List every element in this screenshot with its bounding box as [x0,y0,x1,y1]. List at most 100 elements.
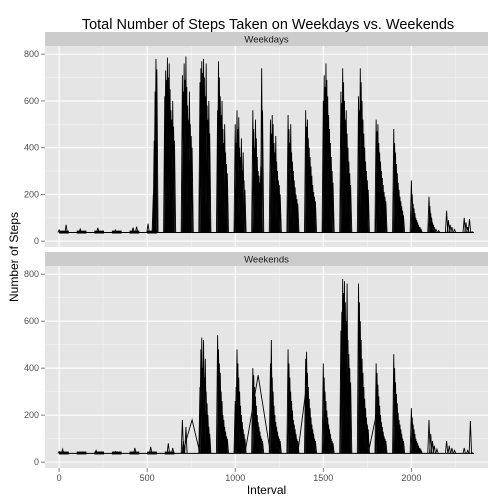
spike-2035 [415,222,420,233]
spike-1155 [260,110,265,233]
plot-area-weekdays [45,46,488,247]
spike-1650 [348,368,352,454]
spike-955 [225,173,229,233]
spike-645 [171,447,175,454]
spike-2130 [432,445,436,454]
spike-2215 [447,445,451,454]
spike-1655 [348,185,353,233]
spike-2155 [437,229,441,233]
spike-855 [208,433,212,454]
spike-1045 [241,152,245,233]
line-series-weekends [57,278,474,455]
spike-950 [224,164,229,233]
spike-2300 [462,447,466,454]
strip-weekdays-bg [45,32,488,46]
spike-2115 [429,217,434,233]
spike-650 [171,126,176,233]
y-tick-labels-weekends: 0 200 400 600 800 [24,269,45,467]
spike-1350 [295,199,299,233]
y-tick-label: 800 [24,269,39,279]
spike-2245 [452,228,457,233]
spike-1955 [401,215,406,233]
connector-segment [367,415,387,454]
spike-1950 [400,438,405,454]
spike-1855 [384,201,388,233]
spike-210 [94,449,98,454]
spike-2050 [418,447,422,454]
spike-1150 [260,68,264,233]
spike-1155 [260,440,265,454]
spike-1850 [383,196,387,233]
spike-1755 [366,429,370,454]
spike-755 [190,147,194,233]
x-tick-label: 0 [57,473,62,483]
spike-2320 [466,449,470,454]
y-tick-label: 400 [24,363,39,373]
x-tick-label: 1500 [313,473,333,483]
y-tick-label: 0 [34,457,39,467]
spike-320 [113,450,118,454]
x-axis-title: Interval [247,483,286,497]
spike-2140 [434,228,438,233]
spike-120 [78,227,82,233]
spike-1650 [348,173,352,233]
spike-2330 [467,218,472,233]
line-series-weekdays [57,56,474,234]
y-tick-label: 800 [24,49,39,59]
spike-505 [146,223,150,233]
spike-1250 [277,185,281,233]
spike-955 [225,438,229,454]
spike-855 [208,133,212,233]
spike-555 [155,69,159,233]
spike-840 [205,403,209,454]
x-tick-label: 2000 [401,473,421,483]
spike-1550 [330,171,334,233]
spike-2055 [419,228,423,233]
spike-2100 [427,196,431,233]
strip-label-weekdays: Weekdays [244,35,288,46]
spike-1750 [365,180,369,233]
spike-20 [60,447,65,454]
y-tick-label: 600 [24,96,39,106]
spike-2035 [415,443,420,454]
spike-1950 [400,210,405,233]
spike-440 [134,226,139,233]
spike-850 [207,426,211,454]
spike-1350 [295,438,299,454]
spike-2000 [409,180,414,233]
spike-1455 [313,201,318,233]
spike-1355 [296,203,300,233]
spike-1255 [278,440,282,454]
spike-130 [80,452,84,454]
y-tick-label: 200 [24,189,39,199]
spike-1050 [242,180,246,233]
y-tick-labels-weekdays: 0 200 400 600 800 [24,49,45,246]
spike-2110 [429,213,433,233]
spike-0 [57,228,61,233]
spike-220 [96,227,100,233]
spike-2310 [464,222,468,233]
spike-2145 [435,447,439,454]
spike-2230 [450,447,454,454]
spike-1205 [269,339,273,454]
connector-segment [297,391,316,454]
spike-2040 [416,445,421,454]
y-tick-label: 0 [34,236,39,246]
spike-1750 [365,424,369,454]
y-tick-label: 200 [24,410,39,420]
spike-830 [203,358,207,454]
spike-750 [189,135,193,233]
spike-845 [206,415,210,454]
spike-0 [57,450,61,454]
spike-1550 [330,440,334,454]
x-tick-label: 500 [140,473,155,483]
panel-weekdays: Weekdays 0 200 400 600 800 [24,32,488,247]
strip-label-weekends: Weekends [244,255,289,266]
spike-1955 [401,440,406,454]
spike-320 [113,228,118,233]
spike-2125 [431,224,436,233]
spike-550 [154,58,158,233]
spike-2200 [444,210,449,233]
spike-2040 [416,224,421,233]
